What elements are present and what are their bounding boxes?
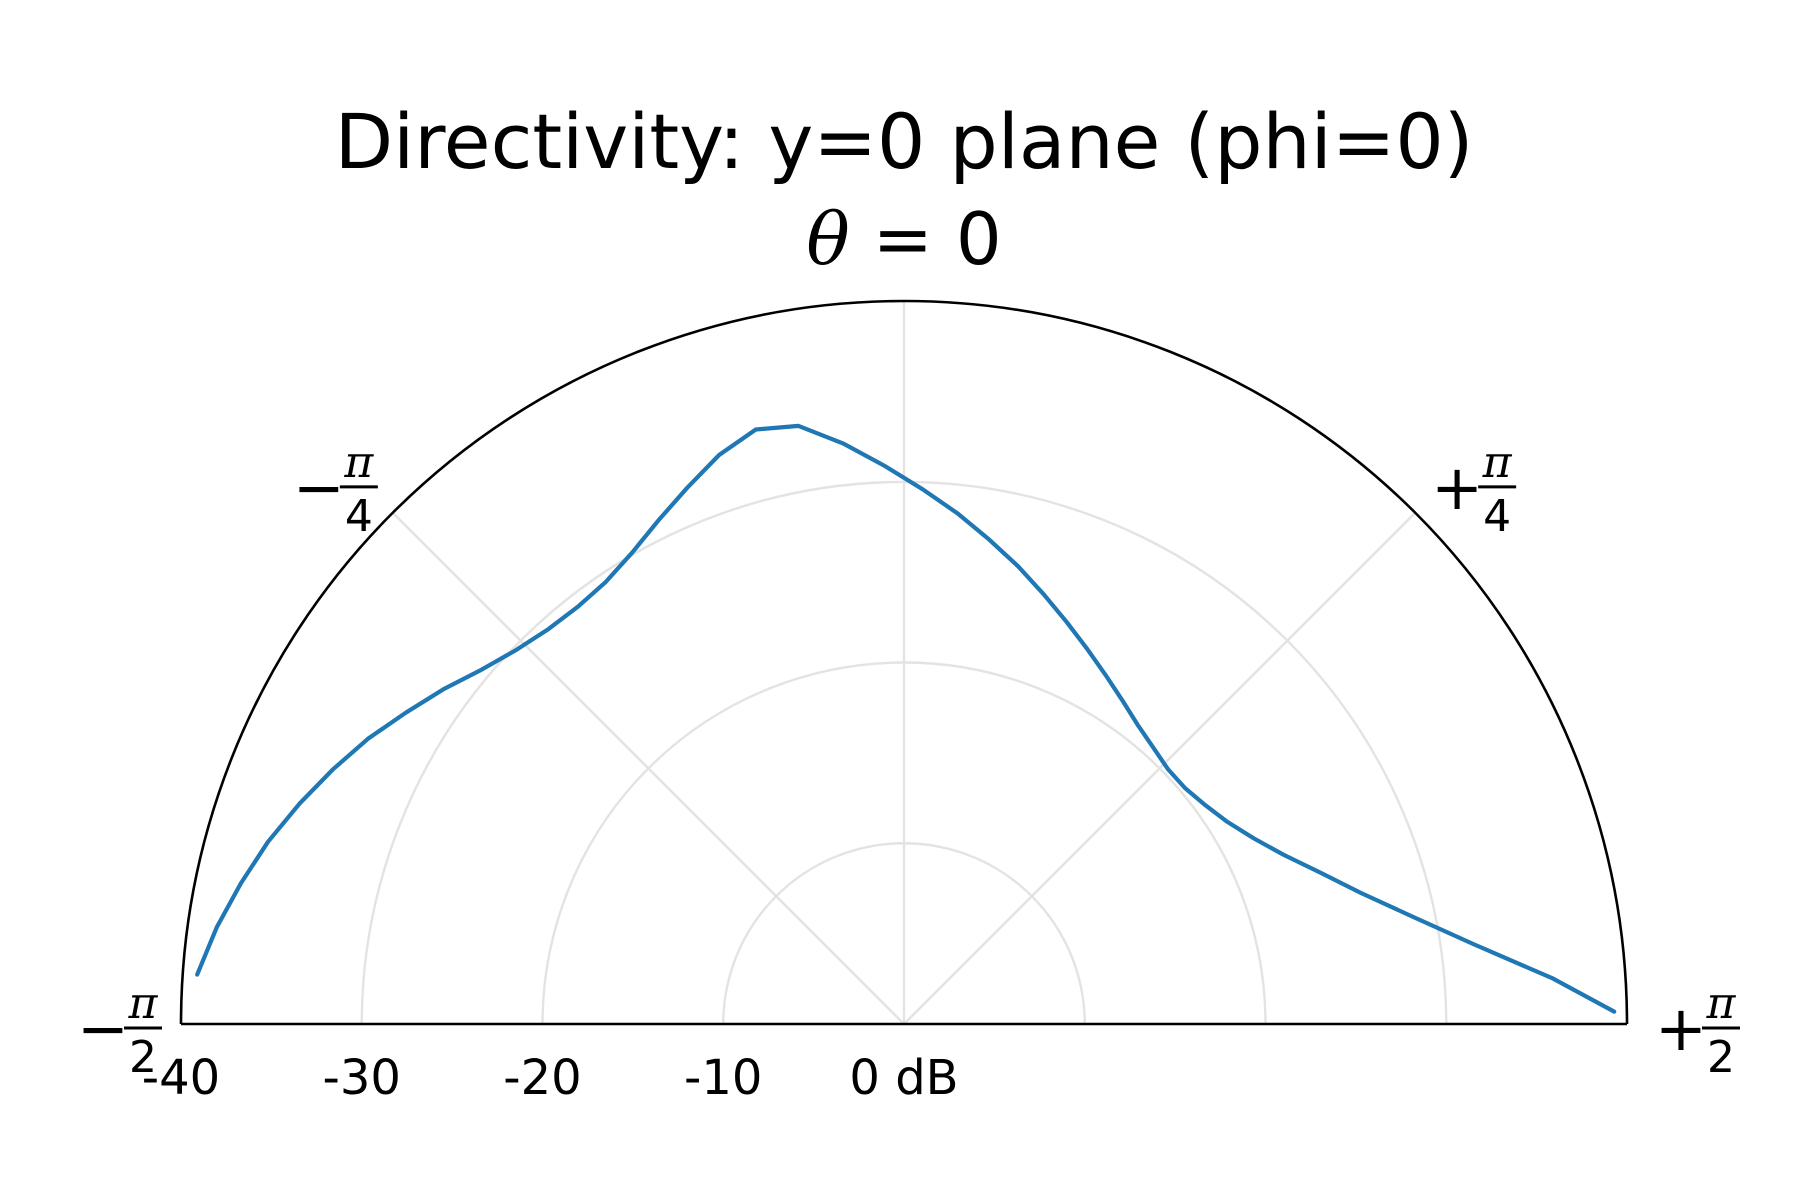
angle-tick-denominator: 2 <box>129 1032 157 1083</box>
angular-grid-line <box>903 511 1417 1025</box>
angle-tick-sign: + <box>1655 992 1707 1065</box>
series-line-0 <box>195 423 1617 1014</box>
angle-tick-numerator: π <box>343 437 374 488</box>
angle-tick-numerator: π <box>1706 978 1737 1029</box>
radial-tick-label-4: -40 <box>142 1050 220 1106</box>
angle-tick-sign: − <box>293 451 345 524</box>
angle-tick-sign: − <box>77 992 129 1065</box>
angle-tick-label-1: − π4 <box>293 437 378 542</box>
angle-tick-numerator: π <box>1482 437 1513 488</box>
angle-tick-label-0: − π2 <box>77 978 162 1083</box>
angle-tick-label-3: + π2 <box>1655 978 1740 1083</box>
angle-tick-label-2: + π4 <box>1431 437 1517 542</box>
angular-grid-line <box>391 511 905 1025</box>
radial-tick-label-3: -30 <box>323 1050 401 1106</box>
angle-tick-denominator: 4 <box>1483 491 1511 542</box>
angle-tick-numerator: π <box>128 978 159 1029</box>
polar-frame <box>179 299 1629 1026</box>
polar-grid <box>360 301 1448 1025</box>
radial-tick-label-0: 0 dB <box>849 1050 958 1106</box>
outer-arc <box>179 299 1629 1025</box>
angle-tick-sign: + <box>1431 451 1483 524</box>
angle-tick-denominator: 4 <box>345 491 373 542</box>
angle-tick-denominator: 2 <box>1707 1032 1735 1083</box>
chart-title: Directivity: y=0 plane (phi=0) <box>335 97 1474 186</box>
series-layer <box>195 423 1617 1014</box>
theta-symbol: θ <box>806 197 849 281</box>
radial-tick-label-2: -20 <box>503 1050 581 1106</box>
radial-tick-label-1: -10 <box>684 1050 762 1106</box>
label-layer: Directivity: y=0 plane (phi=0) θ = 0 0 d… <box>77 97 1740 1106</box>
theta-zero-label: θ = 0 <box>806 197 1001 281</box>
theta-zero-value: = 0 <box>850 197 1002 281</box>
